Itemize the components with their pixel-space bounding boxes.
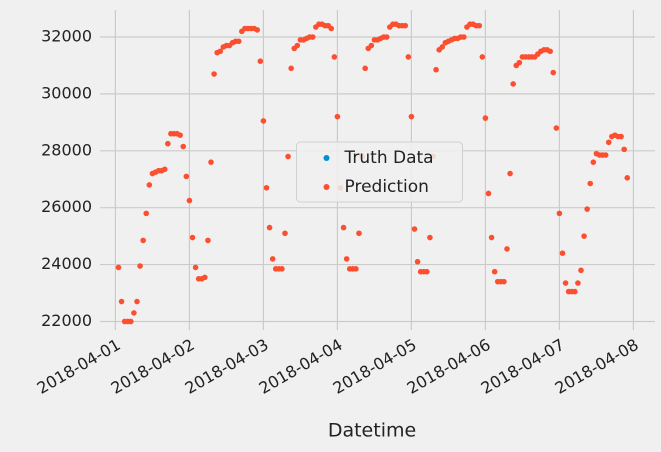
point <box>414 258 421 265</box>
point <box>189 234 196 241</box>
point <box>479 54 486 60</box>
point <box>260 118 267 124</box>
point <box>118 298 125 305</box>
point <box>547 48 553 55</box>
point <box>516 59 523 66</box>
point <box>424 268 430 275</box>
legend-label: Prediction <box>345 177 429 197</box>
point <box>353 266 359 272</box>
point <box>405 54 412 60</box>
point <box>202 274 208 281</box>
point <box>411 226 418 232</box>
point <box>334 113 341 120</box>
point <box>501 278 507 285</box>
point <box>177 132 183 138</box>
point <box>328 25 335 32</box>
point <box>128 318 134 325</box>
point <box>254 27 261 33</box>
point <box>146 182 153 188</box>
point <box>605 139 612 146</box>
point <box>183 173 190 180</box>
legend-box <box>296 141 463 203</box>
point <box>288 65 294 72</box>
point <box>575 280 581 286</box>
point <box>550 69 557 76</box>
point <box>115 264 122 271</box>
point <box>461 34 467 40</box>
point <box>165 140 171 147</box>
point <box>476 22 483 29</box>
point <box>590 159 597 165</box>
point <box>161 166 168 173</box>
legend-label: Truth Data <box>344 148 434 168</box>
point <box>559 250 566 256</box>
point <box>180 143 187 150</box>
point <box>362 65 368 72</box>
y-tick-label: 28000 <box>41 140 92 159</box>
point <box>572 288 578 295</box>
point <box>504 246 510 252</box>
legend-marker <box>323 155 330 161</box>
point <box>143 210 150 217</box>
point <box>485 190 492 197</box>
point <box>587 180 594 187</box>
point <box>581 233 587 239</box>
point <box>235 38 242 45</box>
point <box>205 237 211 244</box>
point <box>439 44 446 50</box>
y-tick-label: 26000 <box>41 197 92 216</box>
point <box>140 237 146 244</box>
point <box>279 266 285 272</box>
point <box>208 159 214 165</box>
point <box>211 71 217 77</box>
point <box>285 153 291 160</box>
point <box>556 210 563 217</box>
point <box>343 256 350 262</box>
point <box>266 224 273 231</box>
point <box>402 22 409 29</box>
point <box>562 280 569 286</box>
point <box>553 125 560 131</box>
point <box>621 146 627 153</box>
point <box>408 113 415 120</box>
point <box>331 54 338 60</box>
point <box>309 34 316 40</box>
point <box>294 42 301 49</box>
point <box>340 224 347 231</box>
point <box>624 175 631 181</box>
point <box>618 133 624 140</box>
point <box>263 184 270 191</box>
point <box>356 230 362 237</box>
point <box>134 298 140 305</box>
y-tick-label: 30000 <box>41 83 92 102</box>
y-tick-label: 24000 <box>41 254 92 273</box>
point <box>368 42 375 49</box>
point <box>491 268 498 275</box>
point <box>186 197 193 204</box>
point <box>488 234 495 241</box>
point <box>578 267 584 274</box>
legend-marker <box>323 184 330 190</box>
point <box>482 115 489 121</box>
point <box>427 234 433 241</box>
point <box>137 263 143 269</box>
point <box>510 81 516 87</box>
legend: Truth Data Prediction <box>296 141 463 203</box>
x-axis-label: Datetime <box>328 420 416 442</box>
point <box>282 230 288 237</box>
point <box>383 34 390 40</box>
point <box>433 66 439 73</box>
point <box>269 256 276 262</box>
y-tick-label: 22000 <box>41 311 92 330</box>
point <box>131 310 137 316</box>
y-tick-label: 32000 <box>41 27 92 46</box>
point <box>602 152 609 158</box>
point <box>584 206 590 212</box>
point <box>257 58 264 64</box>
point <box>217 48 224 55</box>
point <box>507 170 513 177</box>
point <box>192 264 199 271</box>
